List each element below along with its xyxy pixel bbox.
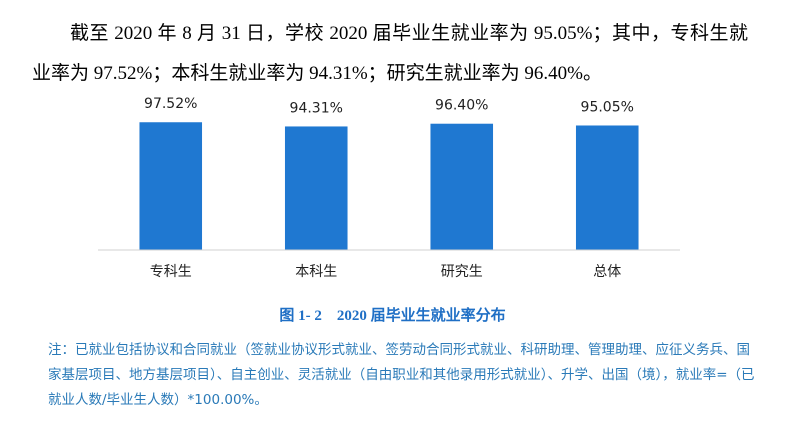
value-label: 96.40%: [435, 98, 488, 114]
x-tick-label: 本科生: [295, 264, 337, 280]
caption: 图 1- 2 2020 届毕业生就业率分布: [279, 308, 506, 324]
note: 注：已就业包括协议和合同就业（签就业协议形式就业、签劳动合同形式就业、科研助理、…: [48, 342, 755, 408]
chart: 专科生 97.52% 本科生 94.31% 研究生 96.40% 总体 95.05%: [98, 96, 680, 280]
value-label: 94.31%: [290, 100, 343, 116]
bar: [284, 126, 348, 250]
bar: [430, 123, 494, 250]
value-label: 97.52%: [144, 96, 197, 112]
x-tick-label: 总体: [593, 264, 621, 280]
value-label: 95.05%: [581, 99, 634, 115]
x-tick-label: 专科生: [150, 264, 192, 280]
x-tick-label: 研究生: [441, 264, 483, 280]
paragraph: 截至 2020 年 8 月 31 日，学校 2020 届毕业生就业率为 95.0…: [32, 23, 748, 84]
bar: [139, 122, 203, 250]
bar: [575, 125, 639, 250]
